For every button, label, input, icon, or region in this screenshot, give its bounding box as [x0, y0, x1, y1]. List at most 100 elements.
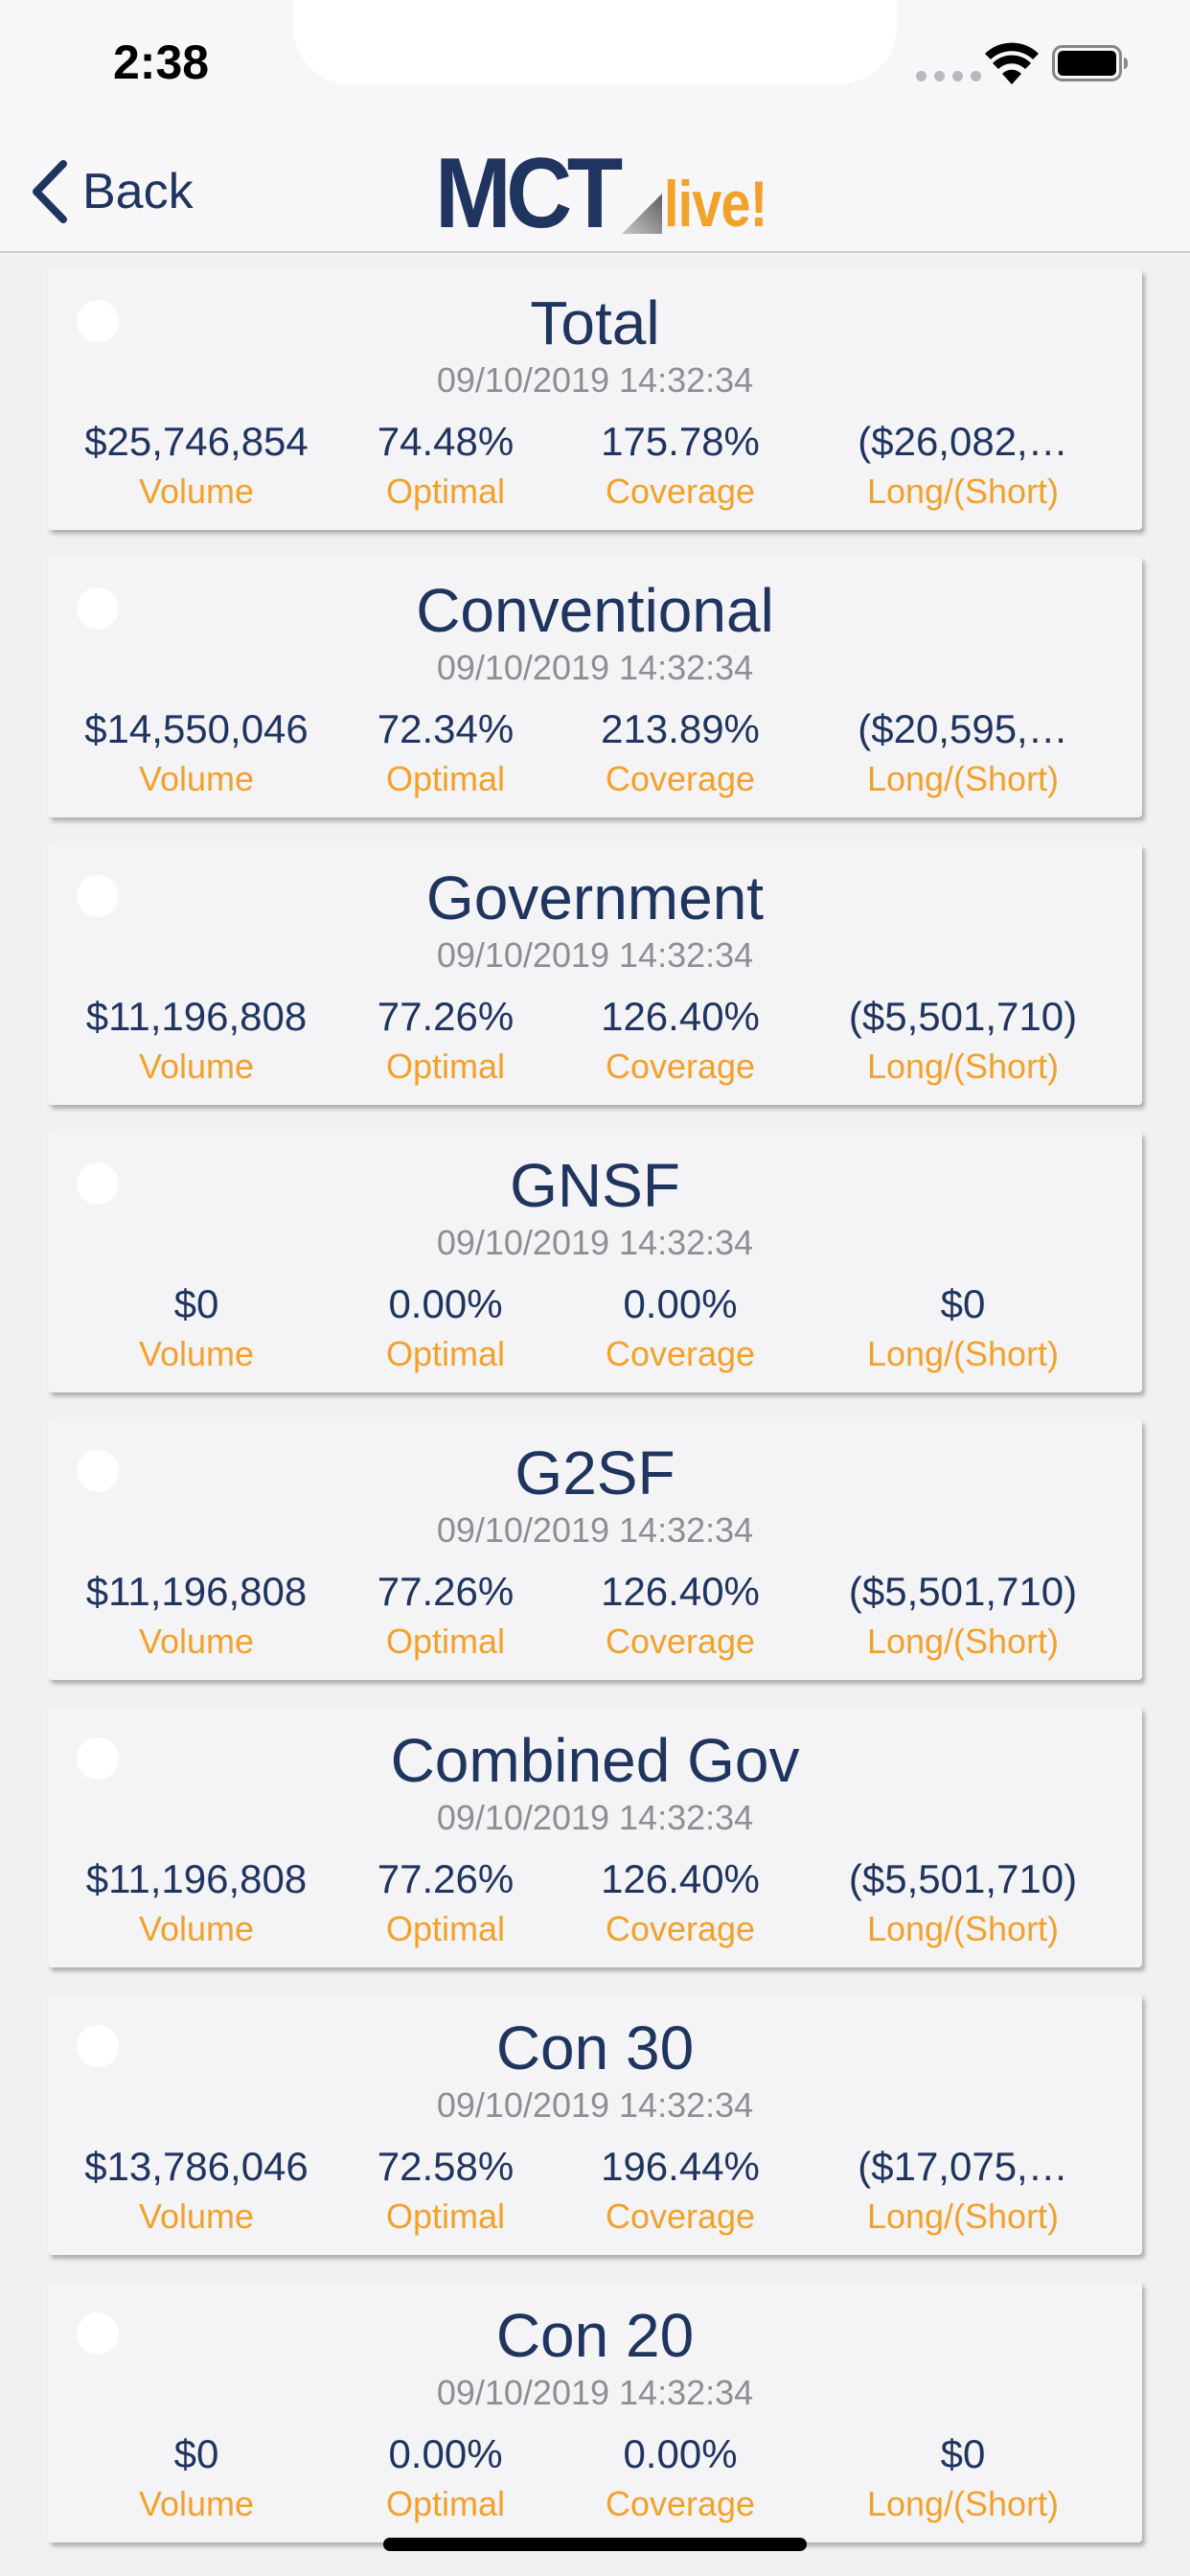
metric-coverage: 175.78% Coverage [565, 419, 795, 513]
volume-label: Volume [138, 2484, 255, 2523]
optimal-label: Optimal [385, 1622, 506, 1661]
navigation-bar: Back MCT live! [0, 134, 1190, 253]
metric-volume: $11,196,808 Volume [48, 1856, 345, 1950]
card-metrics: $0 Volume 0.00% Optimal 0.00% Coverage $0 Lo… [48, 1281, 1142, 1377]
summary-card-conventional[interactable]: Conventional 09/10/2019 14:32:34 $14,550… [48, 557, 1142, 817]
summary-card-combined-gov[interactable]: Combined Gov 09/10/2019 14:32:34 $11,196… [48, 1707, 1142, 1967]
select-radio[interactable] [77, 1162, 119, 1205]
card-title: Conventional [416, 576, 774, 645]
select-radio[interactable] [77, 2025, 119, 2067]
coverage-value: 213.89% [601, 706, 760, 751]
coverage-label: Coverage [605, 1622, 756, 1661]
summary-card-g2sf[interactable]: G2SF 09/10/2019 14:32:34 $11,196,808 Volu… [48, 1419, 1142, 1680]
chevron-left-icon [33, 160, 67, 223]
optimal-label: Optimal [385, 1909, 506, 1948]
battery-icon [1052, 45, 1128, 81]
long-short-value: ($5,501,710) [848, 1856, 1078, 1901]
select-radio[interactable] [77, 587, 119, 630]
summary-card-total[interactable]: Total 09/10/2019 14:32:34 $25,746,854 Vol… [48, 269, 1142, 530]
metric-coverage: 126.40% Coverage [565, 994, 795, 1088]
optimal-value: 74.48% [377, 419, 515, 464]
card-title: Con 30 [495, 2013, 695, 2082]
select-radio[interactable] [77, 1450, 119, 1492]
long-short-value: ($20,595,… [858, 706, 1068, 751]
optimal-value: 0.00% [388, 2431, 503, 2476]
summary-card-government[interactable]: Government 09/10/2019 14:32:34 $11,196,8… [48, 844, 1142, 1105]
select-radio[interactable] [77, 875, 119, 917]
card-metrics: $11,196,808 Volume 77.26% Optimal 126.40% C… [48, 1569, 1142, 1665]
long-short-label: Long/(Short) [866, 2484, 1060, 2523]
volume-value: $14,550,046 [84, 706, 309, 751]
coverage-value: 0.00% [623, 1281, 738, 1326]
optimal-label: Optimal [385, 472, 506, 511]
volume-label: Volume [138, 1334, 255, 1373]
metric-volume: $11,196,808 Volume [48, 994, 345, 1088]
metric-long-short: ($5,501,710) Long/(Short) [805, 994, 1121, 1088]
volume-value: $0 [173, 1281, 219, 1326]
metric-volume: $11,196,808 Volume [48, 1569, 345, 1663]
coverage-value: 196.44% [601, 2144, 760, 2189]
volume-value: $25,746,854 [84, 419, 309, 464]
summary-card-con-30[interactable]: Con 30 09/10/2019 14:32:34 $13,786,046 Vo… [48, 1994, 1142, 2255]
logo-live: live! [664, 168, 767, 241]
long-short-label: Long/(Short) [866, 1622, 1060, 1661]
metric-volume: $14,550,046 Volume [48, 706, 345, 800]
metric-coverage: 0.00% Coverage [565, 2431, 795, 2525]
coverage-value: 126.40% [601, 1856, 760, 1901]
coverage-label: Coverage [605, 1046, 756, 1086]
metric-optimal: 77.26% Optimal [335, 1569, 556, 1663]
metric-optimal: 74.48% Optimal [335, 419, 556, 513]
metric-long-short: ($5,501,710) Long/(Short) [805, 1856, 1121, 1950]
metric-long-short: ($5,501,710) Long/(Short) [805, 1569, 1121, 1663]
home-indicator[interactable] [383, 2538, 807, 2551]
card-title: Government [425, 863, 765, 932]
metric-coverage: 196.44% Coverage [565, 2144, 795, 2238]
select-radio[interactable] [77, 300, 119, 342]
card-timestamp: 09/10/2019 14:32:34 [436, 648, 754, 687]
summary-card-gnsf[interactable]: GNSF 09/10/2019 14:32:34 $0 Volume 0.00% O… [48, 1132, 1142, 1392]
metric-coverage: 0.00% Coverage [565, 1281, 795, 1375]
metric-volume: $0 Volume [48, 2431, 345, 2525]
long-short-label: Long/(Short) [866, 1046, 1060, 1086]
volume-label: Volume [138, 1909, 255, 1948]
long-short-label: Long/(Short) [866, 759, 1060, 798]
long-short-value: ($5,501,710) [848, 1569, 1078, 1614]
coverage-value: 175.78% [601, 419, 760, 464]
optimal-value: 77.26% [377, 1856, 515, 1901]
card-metrics: $14,550,046 Volume 72.34% Optimal 213.89% C… [48, 706, 1142, 802]
select-radio[interactable] [77, 2312, 119, 2355]
metric-coverage: 126.40% Coverage [565, 1569, 795, 1663]
card-timestamp: 09/10/2019 14:32:34 [436, 935, 754, 975]
coverage-value: 126.40% [601, 1569, 760, 1614]
metric-optimal: 77.26% Optimal [335, 1856, 556, 1950]
logo-mct: MCT [435, 138, 623, 249]
select-radio[interactable] [77, 1737, 119, 1780]
metric-long-short: ($26,082,… Long/(Short) [805, 419, 1121, 513]
cellular-signal-icon [916, 71, 981, 81]
card-title: Total [530, 288, 660, 357]
metric-optimal: 72.58% Optimal [335, 2144, 556, 2238]
long-short-value: $0 [940, 2431, 986, 2476]
volume-label: Volume [138, 472, 255, 511]
coverage-value: 126.40% [601, 994, 760, 1039]
card-title: Combined Gov [390, 1726, 800, 1795]
card-metrics: $11,196,808 Volume 77.26% Optimal 126.40% C… [48, 994, 1142, 1090]
long-short-label: Long/(Short) [866, 1334, 1060, 1373]
long-short-value: $0 [940, 1281, 986, 1326]
metric-volume: $0 Volume [48, 1281, 345, 1375]
logo-wedge-icon [622, 194, 663, 234]
optimal-label: Optimal [385, 1334, 506, 1373]
card-timestamp: 09/10/2019 14:32:34 [436, 1510, 754, 1550]
volume-label: Volume [138, 1622, 255, 1661]
optimal-value: 0.00% [388, 1281, 503, 1326]
coverage-value: 0.00% [623, 2431, 738, 2476]
metric-volume: $25,746,854 Volume [48, 419, 345, 513]
card-timestamp: 09/10/2019 14:32:34 [436, 2085, 754, 2125]
summary-card-con-20[interactable]: Con 20 09/10/2019 14:32:34 $0 Volume 0.00… [48, 2282, 1142, 2542]
coverage-label: Coverage [605, 1334, 756, 1373]
card-metrics: $25,746,854 Volume 74.48% Optimal 175.78% C… [48, 419, 1142, 515]
optimal-value: 72.58% [377, 2144, 515, 2189]
back-button[interactable]: Back [31, 157, 194, 226]
coverage-label: Coverage [605, 2484, 756, 2523]
status-time: 2:38 [113, 35, 210, 89]
